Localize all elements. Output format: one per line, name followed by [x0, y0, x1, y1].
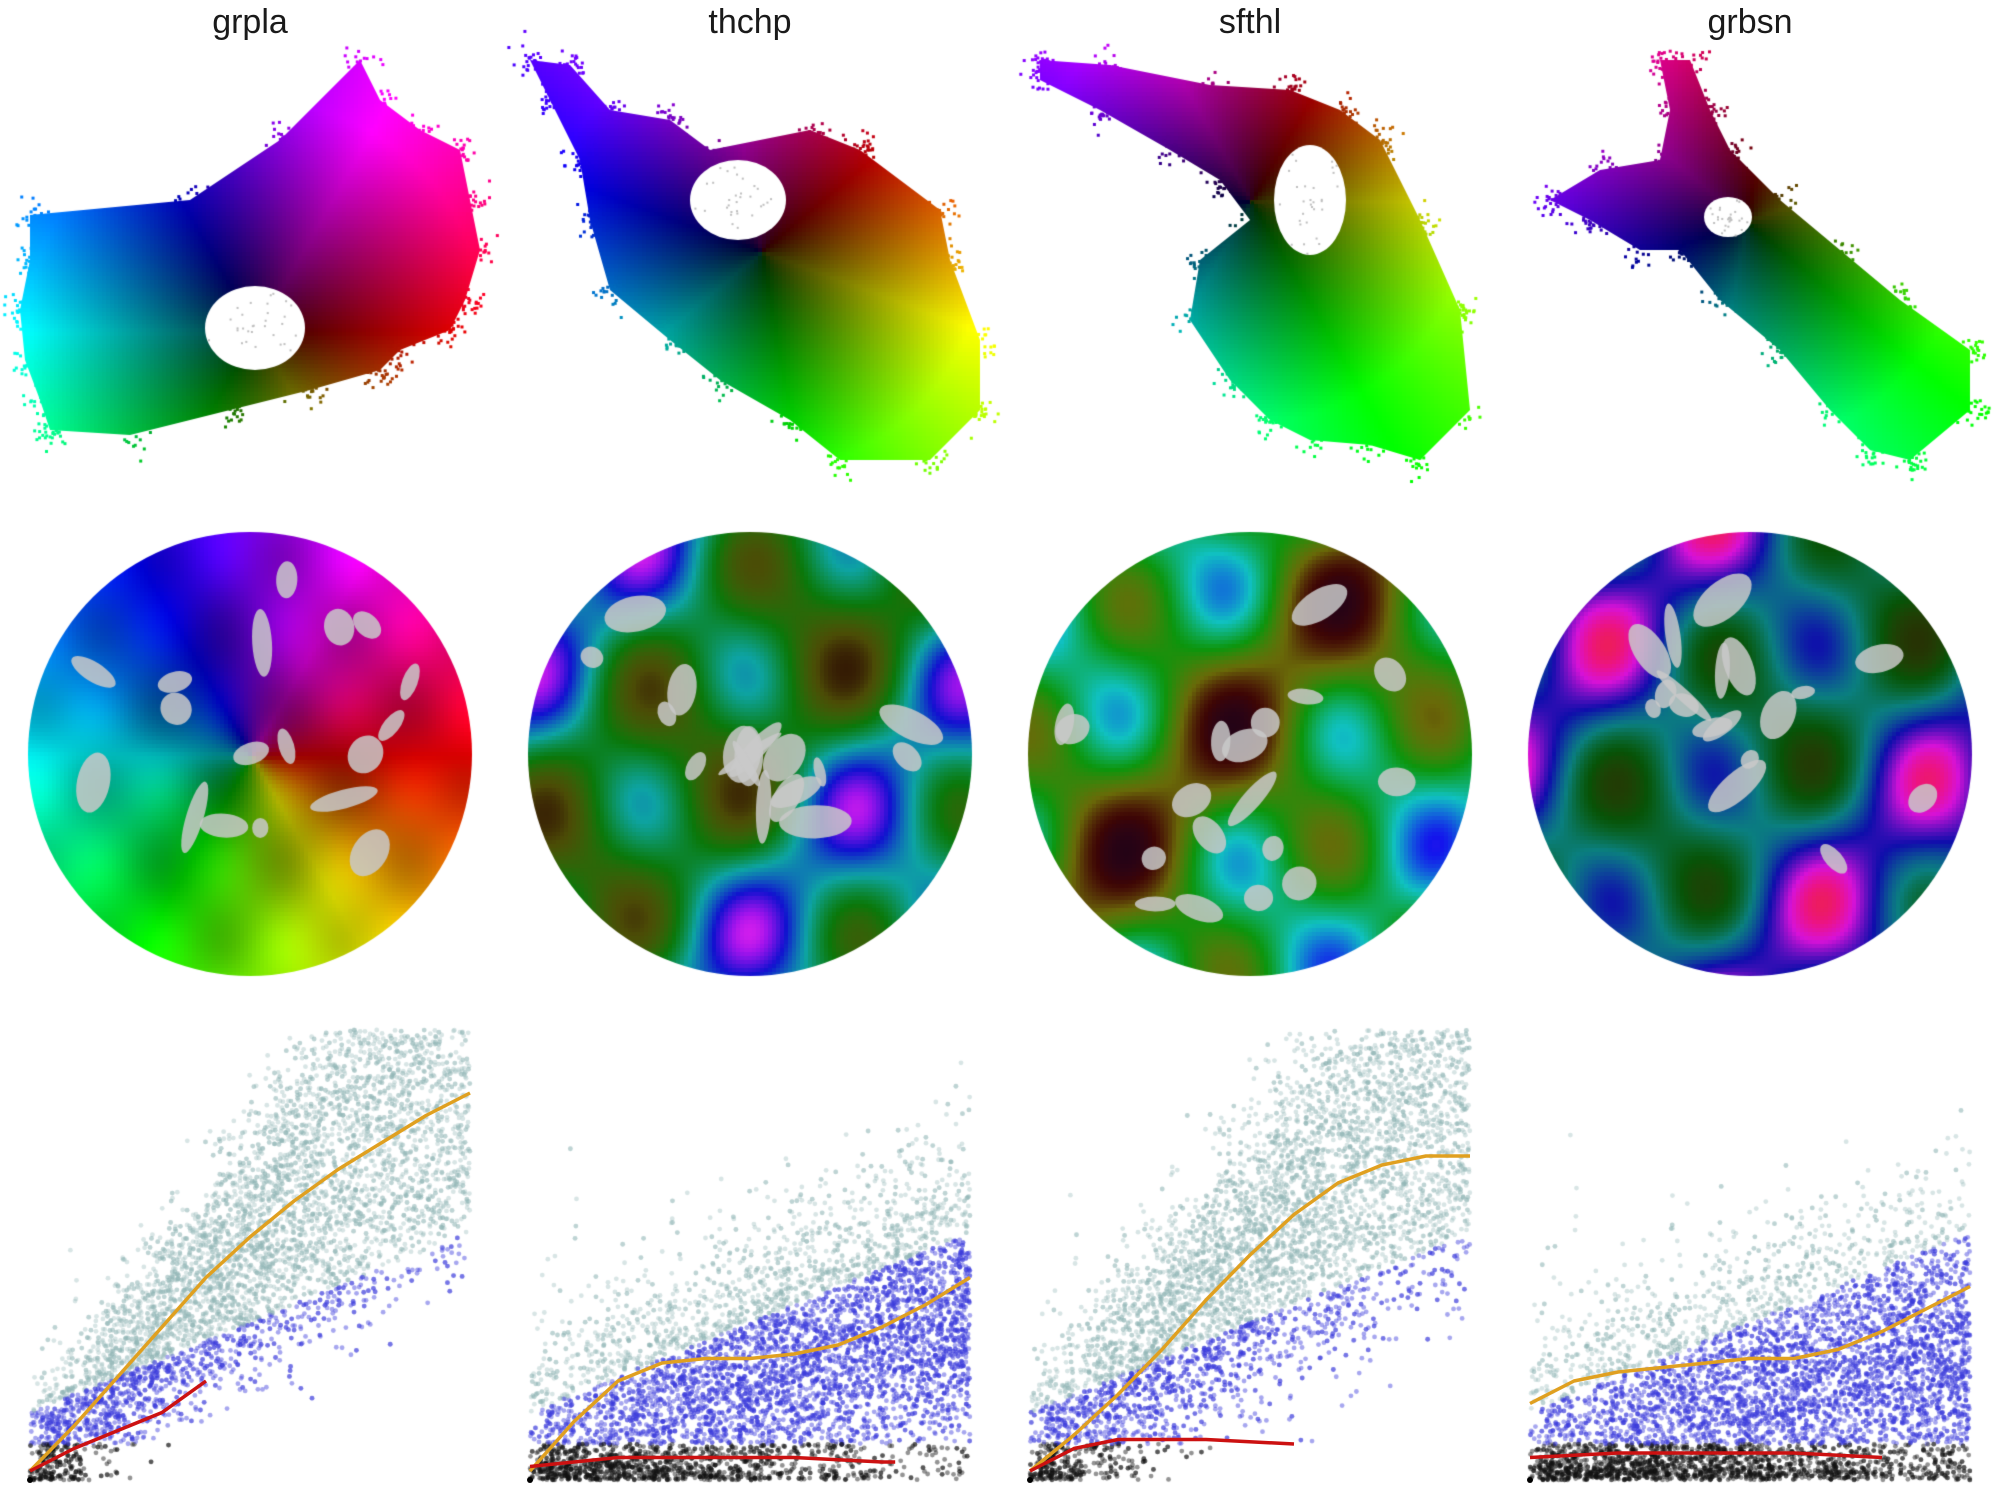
panel-1-orange-curve: [28, 1091, 471, 1473]
panel-2-origin-point: [527, 1477, 533, 1483]
panel-4-red-curve: [1529, 1451, 1883, 1460]
panel-3-orange-curve: [1028, 1154, 1470, 1473]
panel-1-origin-point: [27, 1477, 33, 1483]
panel-2-orange-curve: [528, 1276, 971, 1473]
panel-2-red-curve: [529, 1455, 896, 1469]
panel-3-origin-point: [1027, 1477, 1033, 1483]
panel-4-orange-curve: [1529, 1284, 1971, 1406]
panel-3-red-curve: [1029, 1437, 1295, 1473]
panel-4-origin-point: [1527, 1477, 1533, 1483]
panel-1-red-curve: [29, 1379, 208, 1473]
